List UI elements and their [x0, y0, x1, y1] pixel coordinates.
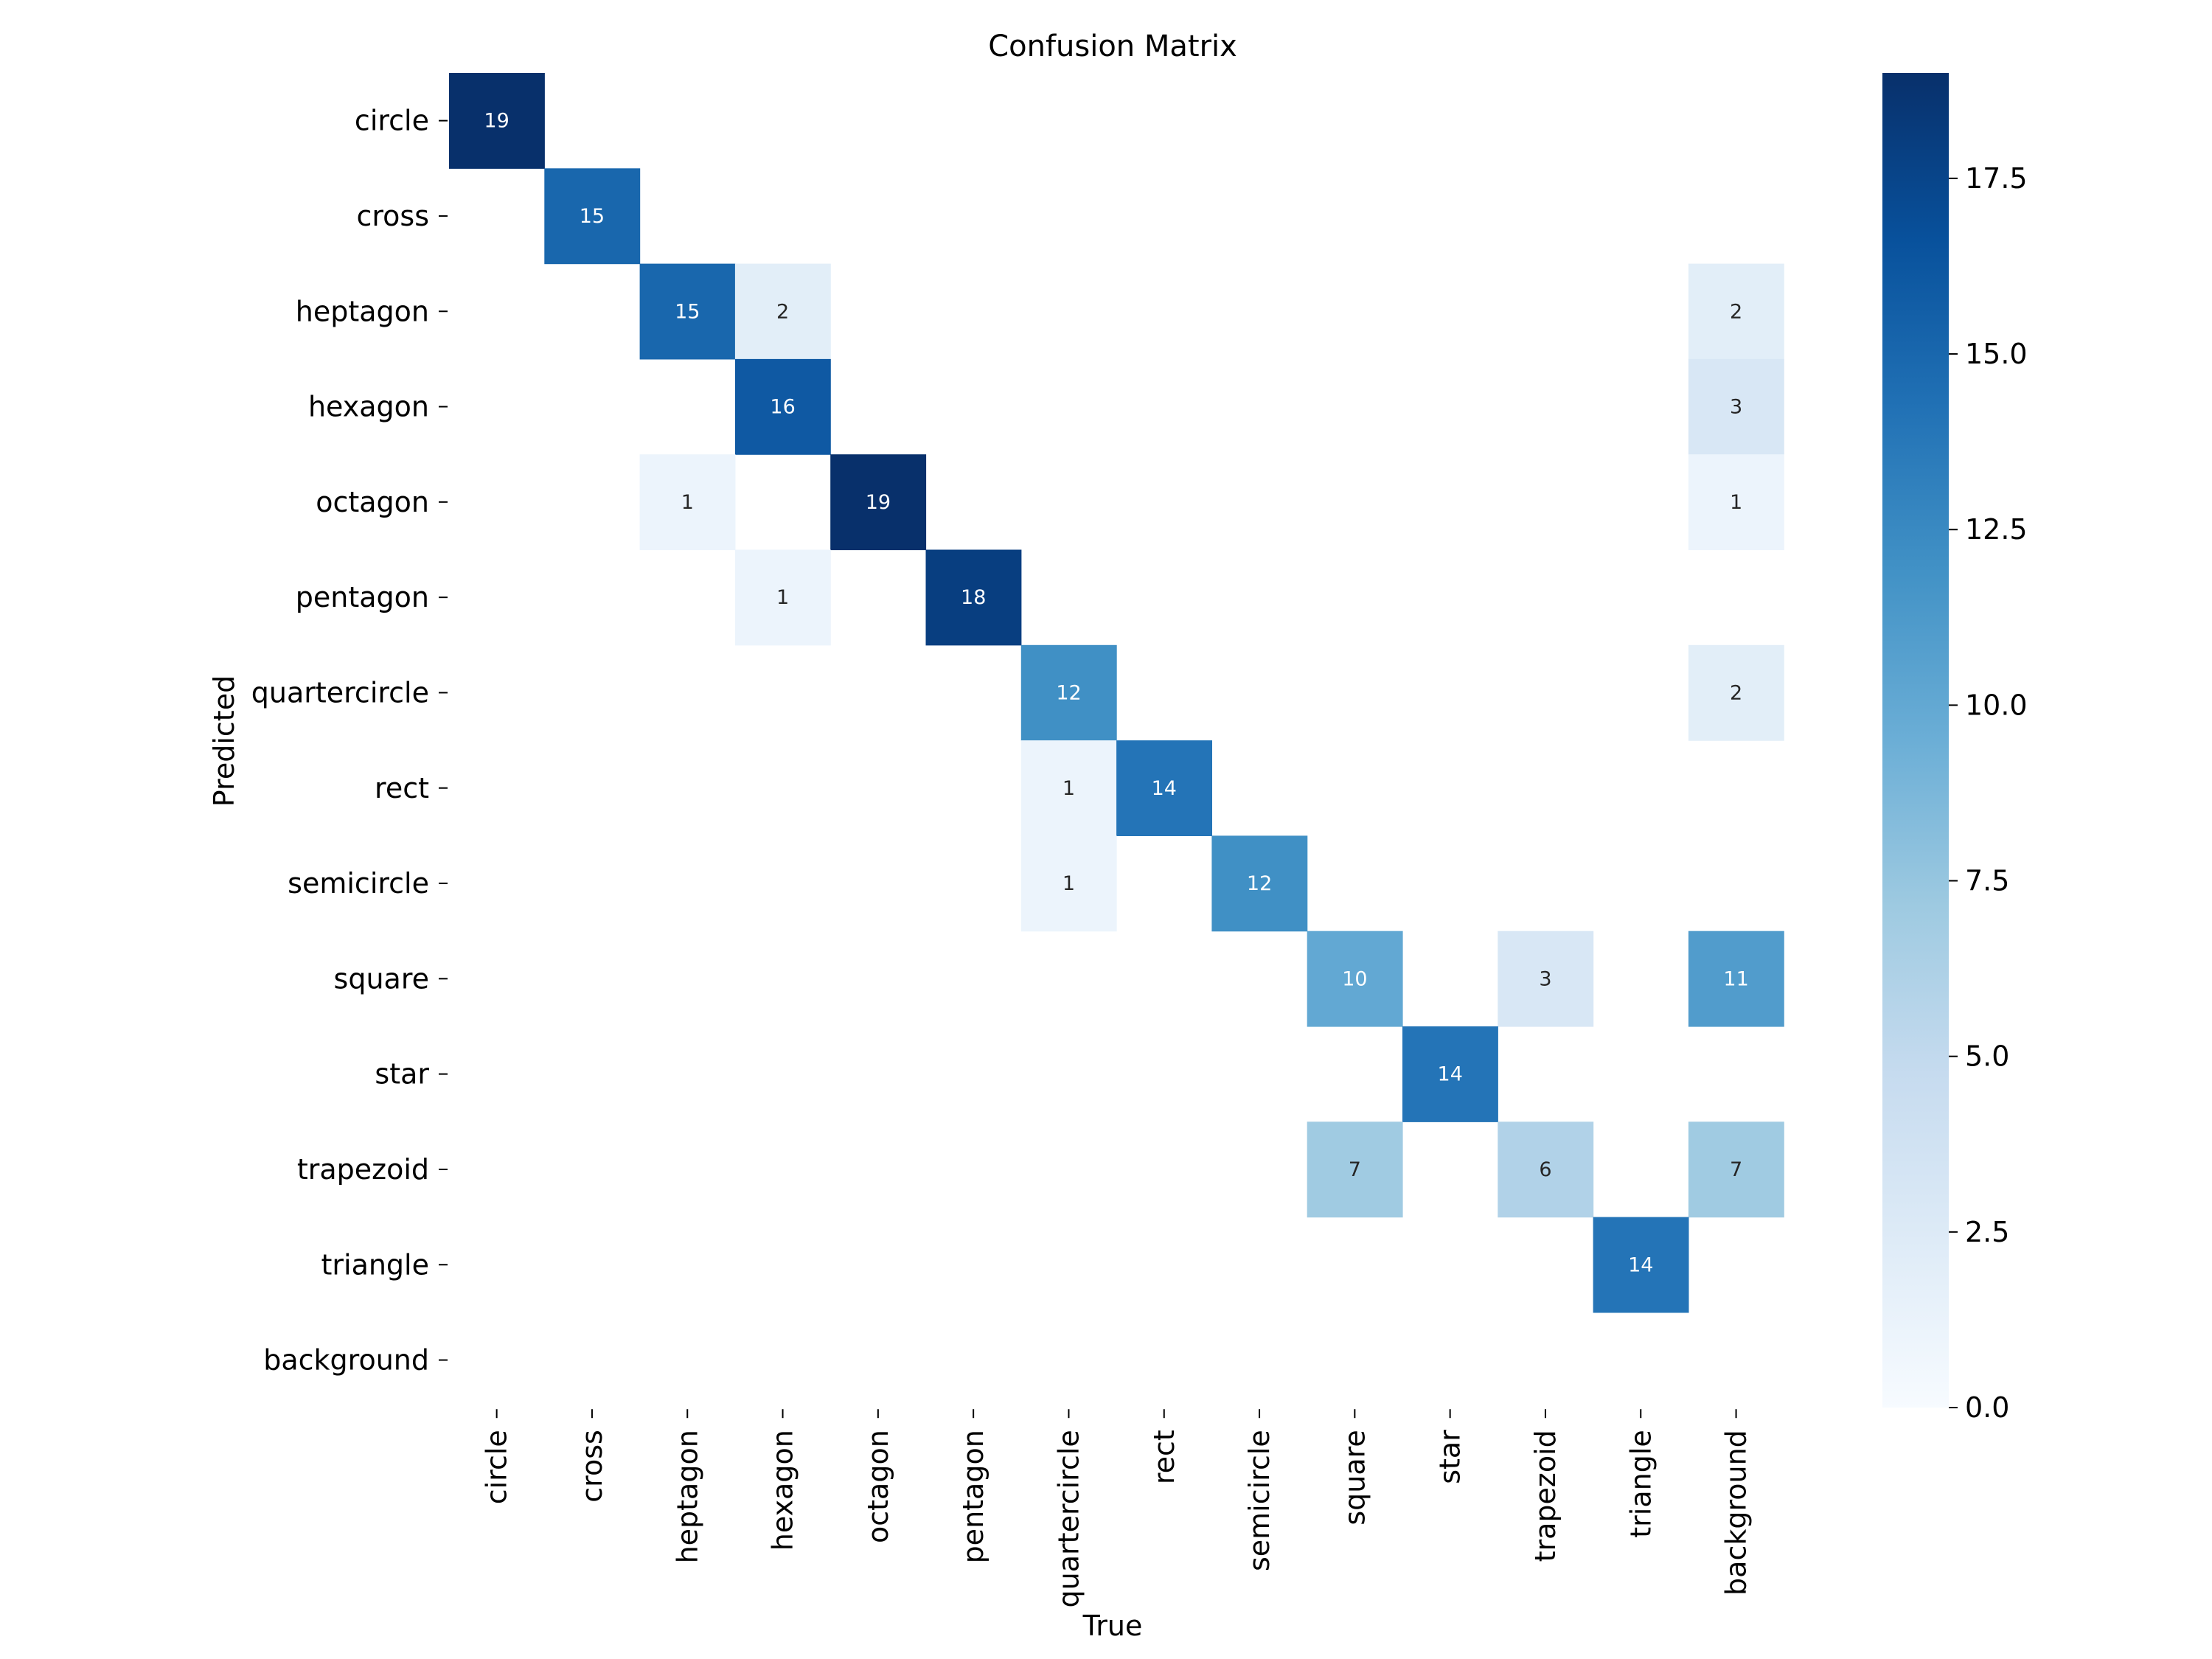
cell-star-star — [1402, 1026, 1498, 1122]
y-tick-label: background — [263, 1344, 429, 1377]
colorbar-tick-label: 15.0 — [1965, 338, 2028, 370]
y-tick-label: pentagon — [296, 581, 429, 613]
cell-hexagon-background — [1688, 358, 1784, 455]
cell-value-label: 1 — [681, 491, 694, 514]
x-tick-label: triangle — [1624, 1430, 1657, 1538]
cell-rect-quartercircle — [1020, 740, 1117, 836]
chart-title: Confusion Matrix — [988, 29, 1237, 63]
cell-value-label: 14 — [1438, 1063, 1463, 1086]
y-tick-label: square — [334, 962, 429, 995]
cell-value-label: 7 — [1349, 1158, 1361, 1181]
cell-value-label: 3 — [1539, 967, 1551, 990]
cell-value-label: 2 — [1730, 300, 1742, 323]
x-tick-label: hexagon — [767, 1430, 799, 1551]
cell-value-label: 6 — [1539, 1158, 1551, 1181]
x-tick-label: octagon — [862, 1430, 894, 1543]
y-tick-label: rect — [375, 772, 429, 804]
colorbar-tick-label: 17.5 — [1965, 162, 2028, 195]
colorbar-tick-label: 7.5 — [1965, 865, 2009, 897]
y-tick-label: quartercircle — [251, 676, 429, 709]
x-tick-label: pentagon — [957, 1430, 990, 1563]
colorbar-tick-label: 0.0 — [1965, 1391, 2009, 1424]
x-axis-label: True — [1082, 1610, 1143, 1642]
cell-value-label: 15 — [675, 300, 700, 323]
cell-square-square — [1307, 931, 1403, 1027]
cell-value-label: 2 — [1730, 682, 1742, 705]
cell-value-label: 1 — [1062, 777, 1075, 800]
y-tick-label: trapezoid — [297, 1153, 429, 1186]
cell-cross-cross — [544, 168, 641, 265]
cell-value-label: 1 — [1062, 872, 1075, 895]
cell-heptagon-hexagon — [734, 263, 831, 360]
x-tick-label: trapezoid — [1529, 1430, 1562, 1562]
cell-value-label: 12 — [1056, 682, 1081, 705]
x-tick-label: rect — [1148, 1430, 1180, 1484]
x-tick-label: semicircle — [1243, 1430, 1276, 1571]
cell-trapezoid-trapezoid — [1498, 1121, 1594, 1218]
cell-value-label: 7 — [1730, 1158, 1742, 1181]
cell-value-label: 14 — [1628, 1253, 1653, 1276]
y-tick-label: heptagon — [296, 295, 429, 327]
cell-trapezoid-background — [1688, 1121, 1784, 1218]
cell-semicircle-semicircle — [1211, 835, 1308, 932]
cell-value-label: 19 — [484, 110, 509, 133]
cell-value-label: 16 — [770, 396, 795, 419]
colorbar-tick-label: 10.0 — [1965, 689, 2028, 721]
cell-rect-rect — [1116, 740, 1212, 836]
y-tick-label: cross — [356, 200, 429, 232]
heatmap-cells — [449, 73, 1784, 1313]
cell-octagon-octagon — [830, 454, 927, 551]
cell-value-label: 15 — [580, 205, 605, 228]
y-axis: circle cross heptagon hexagon octagon pentago… — [251, 105, 448, 1377]
cell-octagon-background — [1688, 454, 1784, 551]
cell-value-label: 10 — [1342, 967, 1367, 990]
colorbar: 0.0 2.5 5.0 7.5 10.0 12.5 15.0 17.5 — [1882, 73, 2028, 1424]
cell-heptagon-background — [1688, 263, 1784, 360]
cell-square-background — [1688, 931, 1784, 1027]
colorbar-gradient — [1882, 73, 1949, 1408]
x-tick-label: quartercircle — [1053, 1430, 1085, 1607]
x-tick-label: star — [1434, 1430, 1467, 1484]
cell-circle-circle — [449, 73, 545, 169]
cell-value-label: 3 — [1730, 396, 1742, 419]
cell-value-label: 2 — [776, 300, 789, 323]
x-tick-label: cross — [576, 1430, 608, 1503]
x-tick-label: heptagon — [671, 1430, 703, 1563]
y-tick-label: semicircle — [288, 867, 429, 900]
y-tick-label: triangle — [321, 1248, 429, 1281]
cell-triangle-triangle — [1593, 1217, 1689, 1313]
cell-semicircle-quartercircle — [1020, 835, 1117, 932]
y-tick-label: circle — [355, 105, 429, 137]
x-tick-label: background — [1720, 1430, 1753, 1596]
cell-pentagon-hexagon — [734, 549, 831, 646]
y-tick-label: star — [375, 1058, 429, 1091]
cell-quartercircle-background — [1688, 644, 1784, 741]
cell-trapezoid-square — [1307, 1121, 1403, 1218]
cell-value-label: 11 — [1723, 967, 1748, 990]
x-axis: circle cross heptagon hexagon octagon pentago… — [481, 1409, 1753, 1607]
y-tick-label: octagon — [316, 486, 429, 518]
cell-value-label: 1 — [1730, 491, 1742, 514]
cell-value-label: 12 — [1247, 872, 1272, 895]
cell-octagon-heptagon — [639, 454, 736, 551]
x-tick-label: circle — [481, 1430, 513, 1504]
colorbar-tick-label: 5.0 — [1965, 1040, 2009, 1073]
cell-heptagon-heptagon — [639, 263, 736, 360]
cell-value-label: 19 — [866, 491, 891, 514]
y-tick-label: hexagon — [308, 391, 429, 423]
cell-hexagon-hexagon — [734, 358, 831, 455]
y-axis-label: Predicted — [208, 675, 240, 807]
cell-square-trapezoid — [1498, 931, 1594, 1027]
colorbar-tick-label: 12.5 — [1965, 513, 2028, 546]
colorbar-tick-label: 2.5 — [1965, 1216, 2009, 1248]
cell-quartercircle-quartercircle — [1020, 644, 1117, 741]
cell-value-label: 1 — [776, 586, 789, 609]
cell-value-label: 14 — [1152, 777, 1177, 800]
cell-pentagon-pentagon — [925, 549, 1022, 646]
x-tick-label: square — [1338, 1430, 1371, 1525]
cell-value-label: 18 — [961, 586, 986, 609]
